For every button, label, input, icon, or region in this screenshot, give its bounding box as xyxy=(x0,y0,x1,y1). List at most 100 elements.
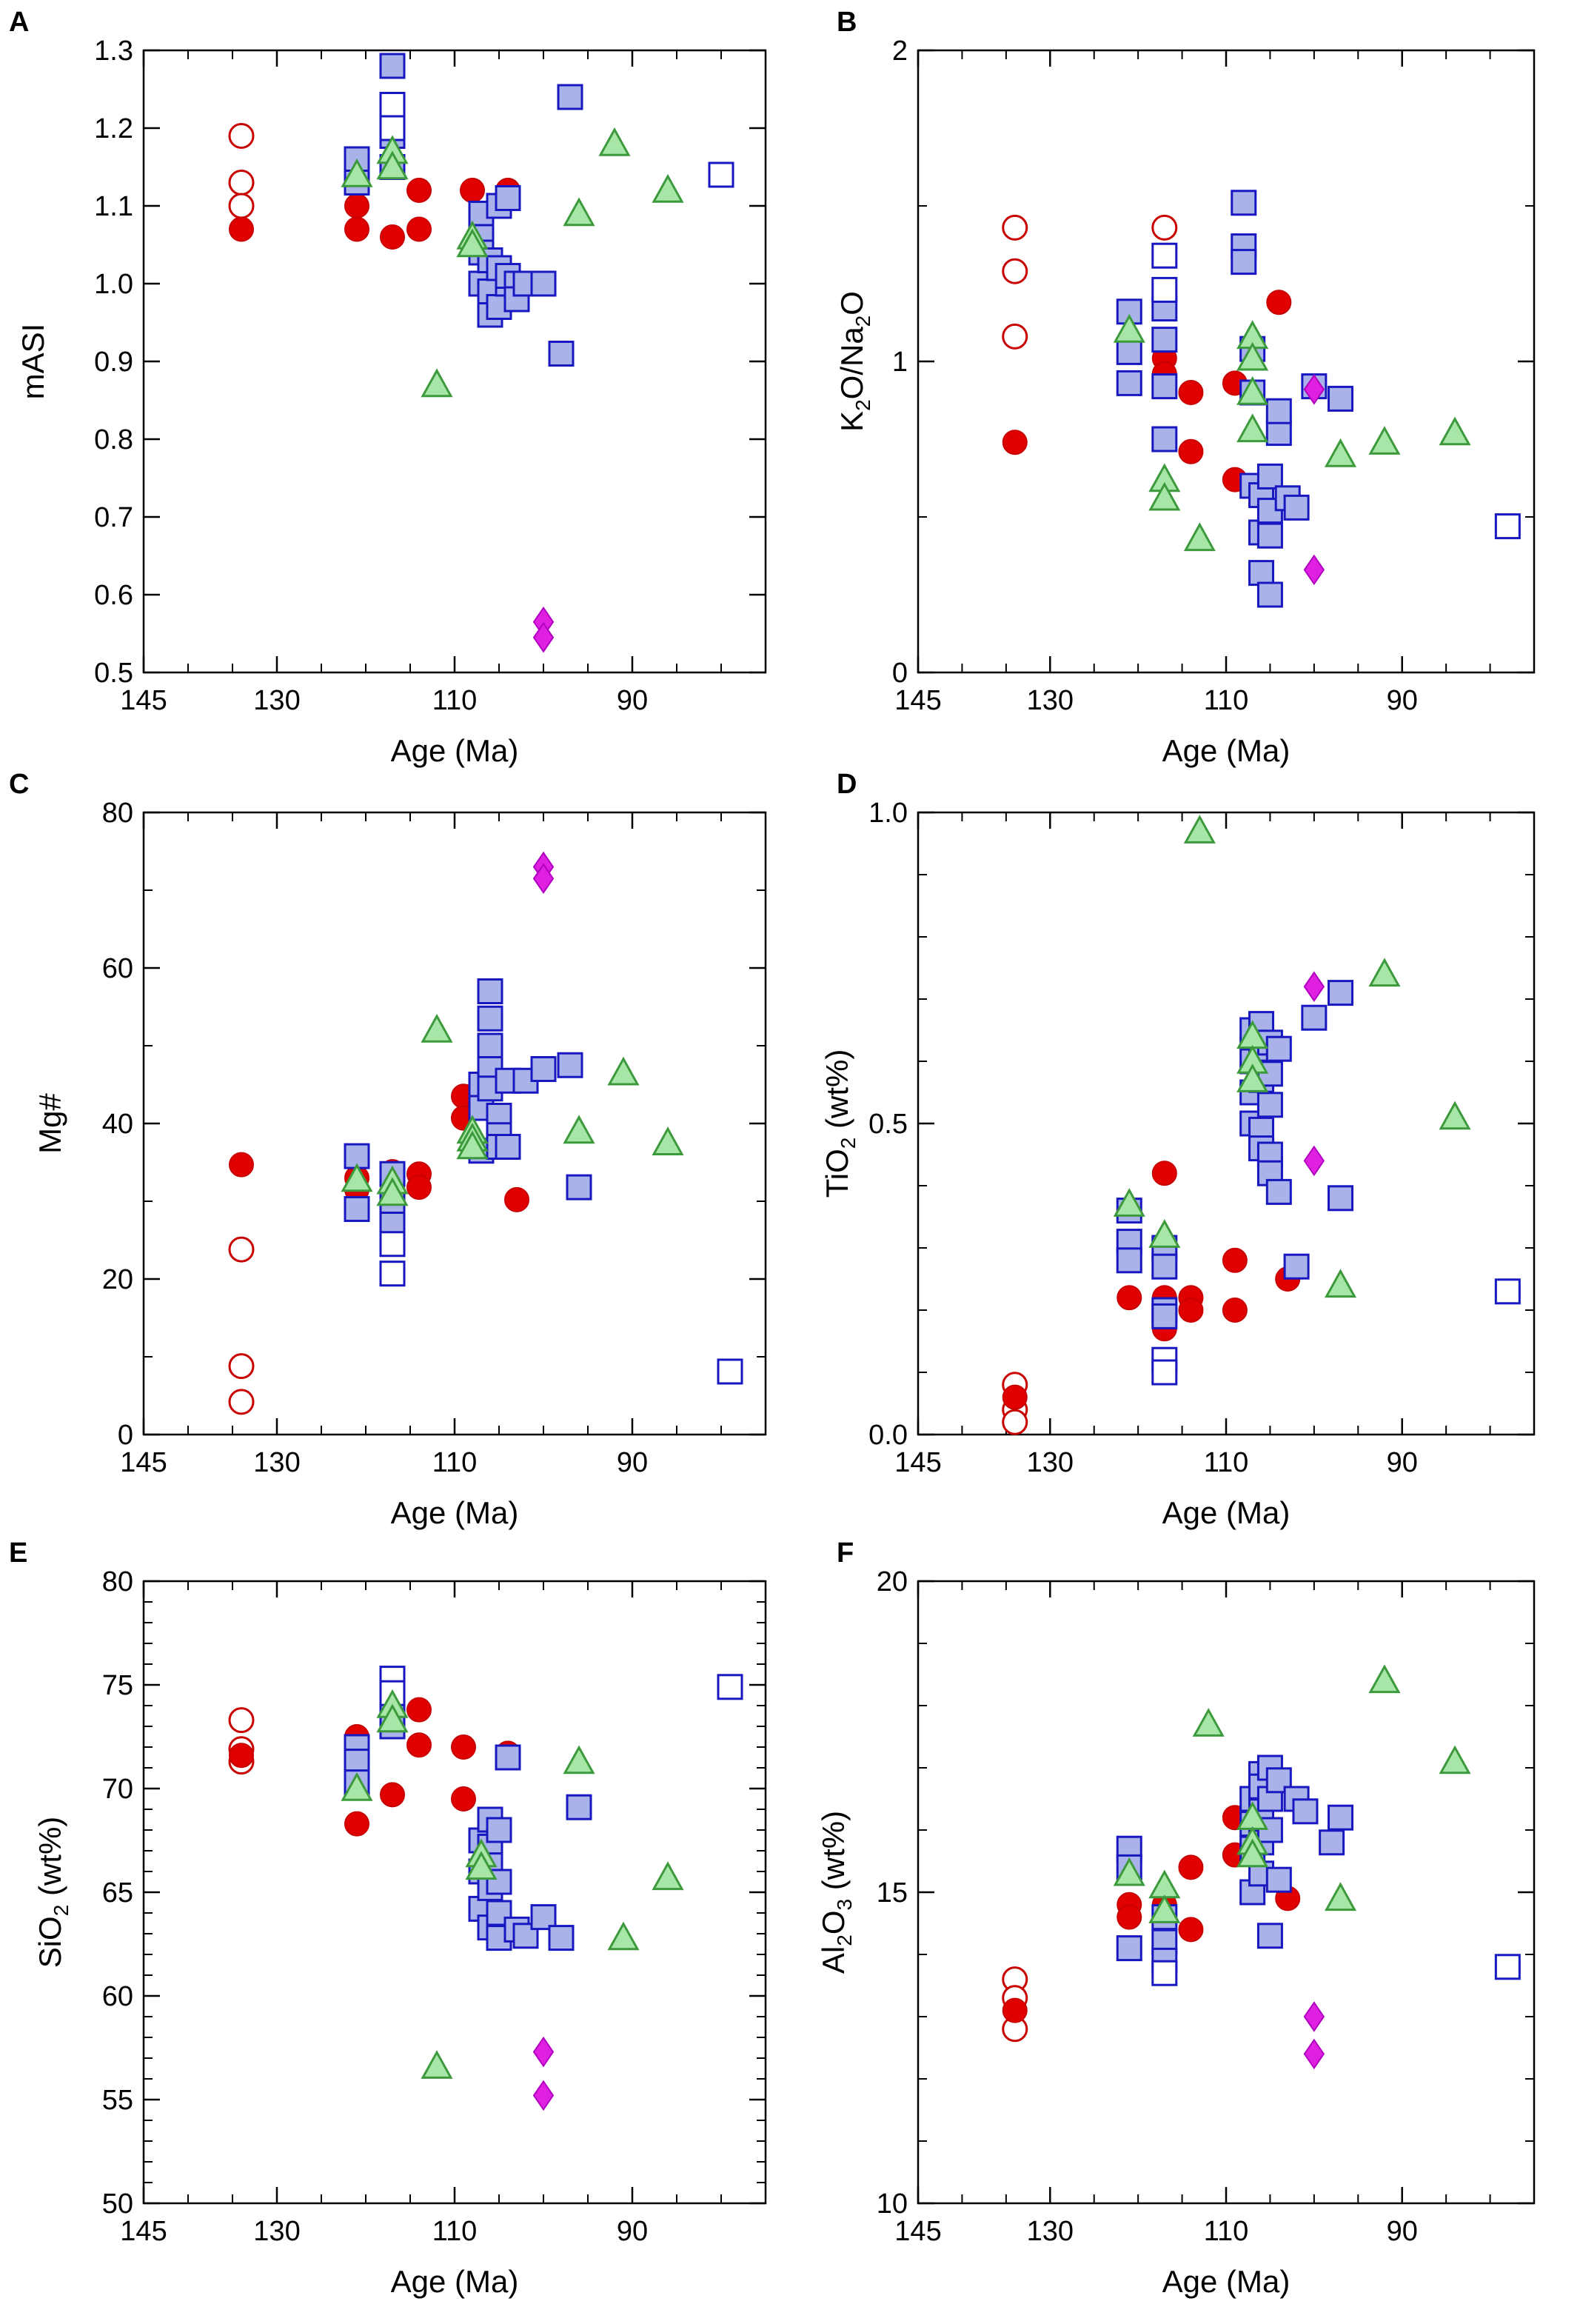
point-triangle xyxy=(1368,958,1401,987)
point-triangle xyxy=(376,150,409,180)
x-axis-title: Age (Ma) xyxy=(391,1495,519,1530)
point-open-square xyxy=(1494,513,1521,540)
point-filled-square xyxy=(1328,1804,1354,1831)
point-open-circle xyxy=(228,1353,255,1380)
point-filled-square xyxy=(557,1052,583,1078)
point-triangle xyxy=(1113,313,1145,343)
x-tick-label: 110 xyxy=(1204,685,1249,716)
point-filled-square xyxy=(1256,522,1283,549)
point-triangle xyxy=(1236,1064,1269,1092)
panel-label: E xyxy=(9,1537,27,1569)
point-diamond xyxy=(532,863,555,895)
point-filled-circle xyxy=(1178,1854,1204,1880)
point-triangle xyxy=(456,228,489,258)
point-filled-square xyxy=(566,1794,592,1820)
y-tick-label: 0 xyxy=(118,1420,133,1451)
point-open-circle xyxy=(1002,323,1028,350)
point-filled-square xyxy=(1283,1253,1310,1280)
point-triangle xyxy=(1324,1269,1357,1298)
point-diamond xyxy=(1303,1145,1325,1177)
point-filled-circle xyxy=(460,178,485,203)
point-filled-square xyxy=(1116,1247,1142,1274)
y-tick-label: 40 xyxy=(102,1109,133,1140)
point-filled-circle xyxy=(344,193,369,218)
point-filled-circle xyxy=(1222,1247,1248,1273)
point-filled-square xyxy=(477,1005,503,1032)
point-triangle xyxy=(1236,341,1269,371)
point-filled-circle xyxy=(1222,1298,1248,1323)
panel-f: F 145 130 110 90 10 15 20 Age (Ma) Al2O3 (wt%) xyxy=(816,1537,1536,2299)
point-triangle xyxy=(1236,375,1269,405)
x-tick-label: 90 xyxy=(617,685,648,716)
point-triangle xyxy=(607,1921,640,1951)
y-tick-label: 1.2 xyxy=(94,113,133,144)
point-filled-square xyxy=(344,1196,370,1222)
x-tick-label: 145 xyxy=(894,685,941,716)
y-tick-label: 1.0 xyxy=(868,798,908,829)
point-filled-circle xyxy=(451,1734,476,1760)
point-open-circle xyxy=(228,1389,255,1415)
point-filled-square xyxy=(1328,1185,1354,1212)
point-triangle xyxy=(1439,416,1471,446)
panel-b: B 145 130 110 90 0 1 2 Age (Ma) K2O/Na2O xyxy=(834,7,1536,768)
point-open-square xyxy=(1151,242,1178,269)
point-filled-square xyxy=(1151,327,1178,353)
point-filled-circle xyxy=(344,1811,369,1837)
point-diamond xyxy=(532,2036,555,2068)
point-filled-square xyxy=(1231,190,1257,216)
point-filled-circle xyxy=(229,216,254,242)
point-triangle xyxy=(1192,1708,1225,1737)
point-triangle xyxy=(563,1115,595,1144)
point-filled-square xyxy=(1248,560,1275,587)
y-axis-title: Al2O3 (wt%) xyxy=(816,1811,856,1974)
y-tick-label: 15 xyxy=(877,1877,908,1909)
point-filled-square xyxy=(1328,980,1354,1006)
point-filled-square xyxy=(1256,581,1283,608)
point-filled-circle xyxy=(1002,430,1028,455)
point-open-square xyxy=(1151,276,1178,303)
y-tick-label: 0.0 xyxy=(868,1420,908,1451)
point-triangle xyxy=(1324,1882,1357,1911)
data-points xyxy=(1002,190,1521,608)
x-axis-title: Age (Ma) xyxy=(391,733,519,768)
x-tick-label: 145 xyxy=(120,685,167,716)
data-points xyxy=(1002,1664,1521,2070)
point-filled-circle xyxy=(1117,1285,1142,1311)
point-filled-square xyxy=(557,84,583,110)
point-filled-circle xyxy=(451,1786,476,1812)
point-filled-circle xyxy=(1178,1298,1204,1323)
data-points xyxy=(228,53,734,653)
panel-label: A xyxy=(9,7,29,38)
point-filled-circle xyxy=(406,1697,432,1723)
x-axis-title: Age (Ma) xyxy=(1162,733,1291,768)
y-tick-label: 80 xyxy=(102,1566,133,1597)
point-filled-square xyxy=(495,185,521,211)
x-tick-label: 110 xyxy=(432,685,478,716)
point-filled-circle xyxy=(380,224,405,250)
point-diamond xyxy=(1303,971,1325,1002)
x-tick-label: 130 xyxy=(253,2216,300,2247)
panel-c: C 145 130 110 90 0 20 40 60 80 Age (Ma) Mg# xyxy=(9,769,767,1530)
x-tick-label: 130 xyxy=(1027,1447,1074,1478)
point-diamond xyxy=(532,621,555,653)
point-filled-square xyxy=(530,270,557,297)
y-tick-label: 55 xyxy=(102,2085,133,2116)
point-open-circle xyxy=(228,193,255,219)
point-diamond xyxy=(1303,2038,1325,2070)
point-filled-circle xyxy=(229,1743,254,1769)
x-tick-label: 130 xyxy=(1027,685,1074,716)
point-triangle xyxy=(563,1745,595,1774)
data-points xyxy=(228,851,743,1415)
point-filled-square xyxy=(1283,494,1310,521)
point-filled-square xyxy=(548,341,575,367)
point-filled-circle xyxy=(1266,290,1292,315)
point-filled-square xyxy=(1319,1829,1345,1856)
point-open-square xyxy=(379,1260,406,1287)
panel-label: F xyxy=(837,1537,854,1569)
point-filled-square xyxy=(1328,385,1354,412)
point-open-circle xyxy=(1002,1409,1028,1435)
point-filled-square xyxy=(477,978,503,1004)
point-filled-square xyxy=(1116,370,1142,396)
point-triangle xyxy=(607,1056,640,1086)
